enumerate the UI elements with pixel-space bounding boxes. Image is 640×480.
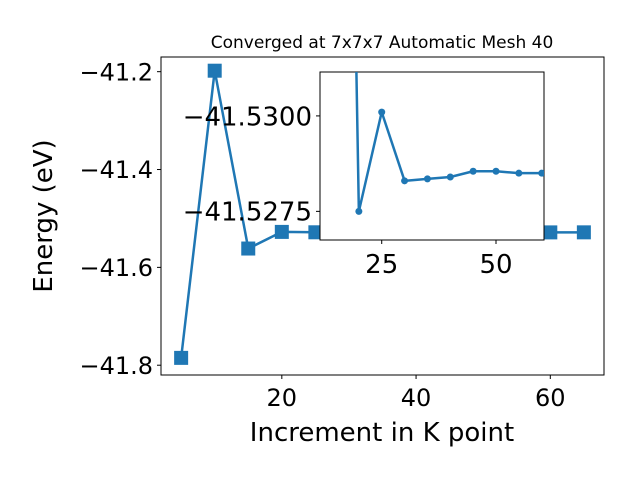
inset-plot-frame	[319, 71, 545, 241]
main-x-tick-label: 60	[535, 384, 566, 412]
inset-series-line	[355, 72, 542, 213]
main-y-tick-label: −41.2	[79, 58, 153, 86]
main-data-point	[174, 350, 189, 365]
inset-data-point	[515, 169, 523, 177]
inset-y-tick-label: −41.5275	[183, 198, 312, 228]
y-axis-label: Energy (eV)	[29, 139, 59, 292]
main-data-point	[308, 225, 323, 240]
main-data-point	[576, 225, 591, 240]
main-y-tick-label: −41.4	[79, 156, 153, 184]
inset-axes: 25 50 −41.5300 −41.5275	[183, 71, 545, 280]
main-y-tick-label: −41.6	[79, 254, 153, 282]
main-data-point	[207, 63, 222, 78]
main-data-point	[241, 241, 256, 256]
main-data-point	[274, 224, 289, 239]
x-axis-label: Increment in K point	[250, 418, 514, 448]
inset-data-point	[355, 207, 363, 215]
inset-data-point	[492, 167, 500, 175]
inset-data-point	[446, 173, 454, 181]
inset-data-point	[378, 108, 386, 116]
inset-data-point	[469, 167, 477, 175]
inset-y-tick-label: −41.5300	[183, 102, 312, 132]
chart-title: Converged at 7x7x7 Automatic Mesh 40	[211, 33, 554, 53]
main-data-point	[543, 225, 558, 240]
inset-data-point	[401, 177, 409, 185]
main-x-tick-label: 40	[401, 384, 432, 412]
inset-x-tick-label: 50	[479, 250, 512, 280]
inset-x-tick-label: 25	[365, 250, 398, 280]
main-x-tick-label: 20	[267, 384, 298, 412]
inset-data-point	[423, 175, 431, 183]
inset-data-point	[538, 169, 544, 177]
main-y-tick-label: −41.8	[79, 352, 153, 380]
